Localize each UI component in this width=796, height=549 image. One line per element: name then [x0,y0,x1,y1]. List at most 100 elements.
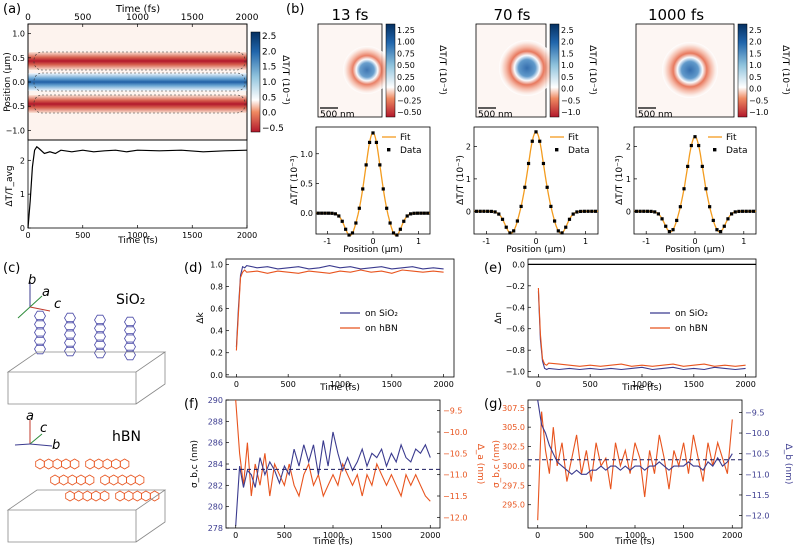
b-prof-1-data-point [371,131,375,135]
d-chart-ytick-label: 0.0 [210,371,223,380]
b-prof-3-data-point [708,205,712,209]
f-chart-xtick-label: 0 [233,531,238,540]
f-ylabel-left: σ_b,c (nm) [190,440,200,488]
d-chart-xtick-label: 1500 [382,380,402,389]
g-chart-ytick-right-label: −11.0 [745,470,770,479]
pentacene-molecule-sio2 [94,347,106,359]
b-prof-1-data-point [344,227,348,231]
f-chart-sigma-line [235,399,431,502]
g-chart-ytick-label: 302.5 [502,443,525,452]
pentacene-molecule-hbn [52,458,62,470]
f-chart-ytick-label: 290 [208,396,223,405]
b-prof-1-data-point [402,219,406,223]
d-chart-ytick-label: 0.6 [210,305,223,314]
b-prof-3-data-point [645,209,650,213]
b-image-2-title: 70 fs [494,6,531,24]
f-chart-ytick-right-label: −10.0 [443,428,468,437]
panel-label-f: (f) [184,397,199,412]
d-chart-ytick-label: 0.8 [210,283,223,292]
a-colorbar-tick: −0.5 [262,124,284,134]
b-prof-1-data-point [391,231,396,235]
b-image-2-cbar-label: ΔT/T (10⁻³) [587,45,597,95]
g-chart-xtick-label: 0 [535,531,540,540]
b-prof-2-data-point [571,212,575,216]
b-prof-3-data-point [730,212,734,216]
b-image-3: 1000 fs 500 nm 2.5 2.0 1.5 1.0 0.5 0.0 −0.5 −1.… [635,6,790,120]
pentacene-molecule-hbn [58,474,69,486]
b-colorbar-tick: 2.0 [749,38,762,47]
b-prof-1-data-point [412,211,416,215]
pentacene-molecule-sio2 [34,343,46,355]
d-chart-xtick-label: 1000 [330,380,350,389]
b-colorbar-tick: −0.50 [397,108,422,117]
b-colorbar-tick: 1.0 [749,61,762,70]
b-prof-3-legend-data-marker [713,148,717,152]
b-prof-2-data-point [541,161,546,166]
b-prof-2-data-point [519,204,523,209]
b-prof-1-legend-fit: Fit [400,133,411,143]
b-prof-3-data-point [700,164,704,169]
b-colorbar-tick: 1.25 [397,26,415,35]
b-prof-2-data-point [586,209,590,213]
b-prof-2-data-point [512,229,516,233]
g-chart-ytick-right-label: −9.5 [745,408,764,417]
d-chart-series-1 [235,269,444,351]
b-prof-1-data-point [347,233,351,237]
f-chart-ytick-right-label: −11.5 [443,492,468,501]
b-profile-1-ylabel: ΔT/T (10⁻³) [290,155,300,205]
b-colorbar-tick: 0.0 [561,85,574,94]
f-chart-ytick-label: 288 [208,417,223,426]
b-prof-2-legend-data-marker [555,148,559,152]
f-chart-ytick-label: 286 [208,439,223,448]
pentacene-molecule-sio2 [64,345,76,357]
g-chart-ytick-right-label: −10.0 [745,429,770,438]
b-prof-1-data-point [357,206,361,210]
a-trace-xtick-label: 500 [75,231,90,240]
f-chart-ytick-right-label: −12.0 [443,513,468,522]
c-sio2-label: SiO₂ [116,292,145,308]
b-prof-2-data-point [534,130,538,134]
d-plot: 0 500 1000 1500 2000 0.0 0.2 0.4 0.6 0.8 1.0 Time … [196,258,455,393]
b-prof-3-data-point [704,187,708,191]
d-legend-sio2: on SiO₂ [365,309,398,319]
b-colorbar-tick: −1.0 [561,108,580,117]
b-prof-2-xtick-label: 1 [583,237,588,246]
b-profile-1-xlabel: Position (μm) [343,245,402,255]
b-prof-2-data-point [497,212,501,216]
a-map-ytick-label: −1.0 [6,126,25,135]
pentacene-molecule-sio2 [64,321,76,332]
b-prof-3-data-point [678,205,682,209]
c-sio2-axis-c: c [54,297,61,312]
b-prof-2-data-point [530,139,534,143]
b-prof-3-data-point [722,224,726,228]
b-prof-1-data-point [330,211,334,215]
b-prof-2-data-point [478,209,482,213]
b-prof-3-data-point [733,210,737,214]
b-colorbar-tick: 1.0 [561,61,574,70]
b-colorbar-tick: 1.5 [561,49,574,58]
b-prof-3-data-point [715,228,719,232]
b-colorbar-tick: 0.25 [397,73,415,82]
pentacene-molecule-hbn [85,458,95,470]
b-image-3-cbar-label: ΔT/T (10⁻³) [780,45,790,95]
b-image-1: 13 fs 500 nm 1.25 1.00 0.75 0.50 0.25 0.00 −0.… [317,6,447,120]
b-prof-1-data-point [337,214,341,218]
c-hbn-axis-a: a [26,409,34,424]
b-prof-3-data-point [740,209,745,213]
d-chart-ytick-label: 0.4 [210,327,223,336]
b-prof-3-ytick-label: 0 [626,207,631,216]
g-chart-ytick-label: 305.0 [502,423,525,432]
e-legend: on SiO₂ on hBN [650,309,708,334]
b-prof-3-data-point [697,143,701,148]
c-hbn-label: hBN [112,429,141,445]
b-prof-3-ytick-label: 2 [626,142,631,151]
b-prof-1-ytick-label: 0.5 [300,179,313,188]
e-chart-xtick-label: 2000 [735,380,755,389]
b-prof-2-xtick-label: -1 [482,237,490,246]
b-prof-3-data-point [660,217,664,221]
pentacene-molecule-sio2 [64,337,76,348]
b-prof-2-data-point [526,161,531,166]
pentacene-molecule-sio2 [124,316,136,328]
f-chart-ytick-label: 280 [208,503,223,512]
pentacene-molecule-sio2 [124,349,136,361]
